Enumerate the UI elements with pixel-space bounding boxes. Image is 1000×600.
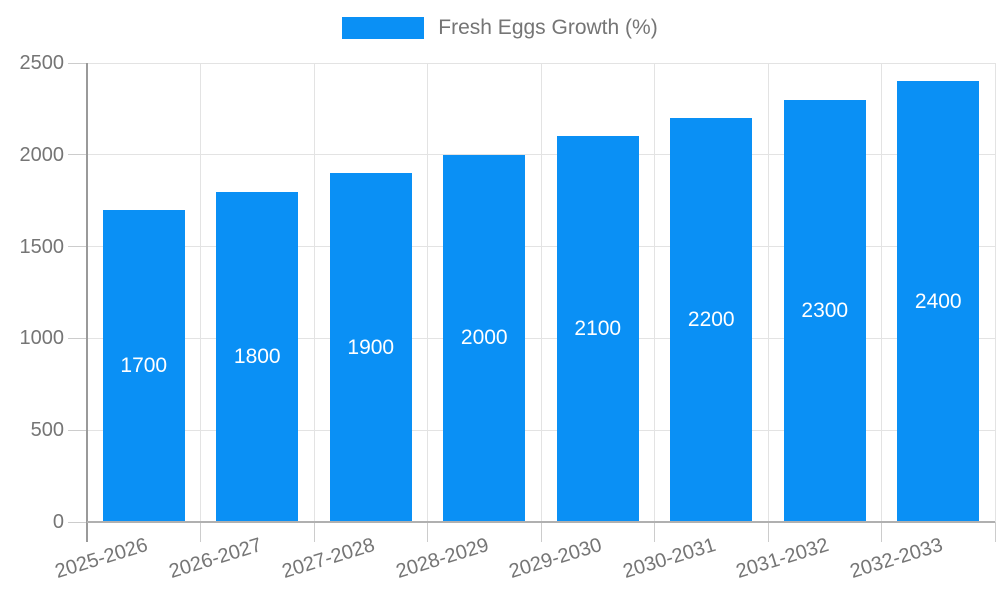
vertical-gridline — [427, 63, 428, 522]
y-axis-line — [86, 63, 88, 542]
y-axis-tick-label: 2500 — [19, 52, 65, 74]
vertical-gridline — [881, 63, 882, 522]
x-axis-category-label: 2032-2033 — [847, 533, 945, 583]
bar-2027-2028[interactable]: 1900 — [329, 173, 412, 522]
x-axis-category-label: 2028-2029 — [393, 533, 491, 583]
bar-2025-2026[interactable]: 1700 — [102, 209, 185, 522]
vertical-gridline — [200, 63, 201, 522]
y-axis-tick-label: 1500 — [19, 235, 65, 258]
x-axis-tick — [540, 522, 542, 542]
vertical-gridline — [313, 63, 315, 522]
x-axis-category-label: 2027-2028 — [279, 533, 378, 583]
x-axis-tick — [767, 522, 769, 542]
vertical-gridline — [540, 63, 542, 522]
y-axis-tick — [68, 246, 87, 248]
x-axis-category-label: 2026-2027 — [166, 533, 264, 583]
y-axis-tick-label: 500 — [30, 419, 64, 442]
vertical-gridline — [994, 63, 996, 522]
bar-2026-2027[interactable]: 1800 — [216, 191, 299, 522]
x-axis-tick — [427, 522, 428, 542]
y-axis-tick-label: 0 — [52, 511, 64, 533]
bar-value-label: 1800 — [233, 344, 281, 368]
legend-swatch — [342, 17, 425, 39]
plot-area: 0 500 1000 1500 2000 2500 1700 1800 1900 2000 2100… — [20, 52, 996, 583]
y-axis-tick-label: 1000 — [19, 327, 65, 350]
x-axis-tick — [881, 522, 882, 542]
x-axis-baseline — [87, 521, 995, 523]
bar-value-label: 1900 — [347, 335, 395, 359]
x-axis-tick — [654, 522, 655, 542]
x-axis-category-label: 2031-2032 — [733, 533, 832, 583]
x-axis-category-label: 2025-2026 — [52, 533, 151, 583]
legend: Fresh Eggs Growth (%) — [0, 16, 1000, 40]
bar-2030-2031[interactable]: 2200 — [670, 118, 753, 522]
x-axis-category-label: 2029-2030 — [506, 533, 605, 583]
bar-value-label: 2000 — [460, 326, 508, 350]
y-axis-tick — [68, 521, 87, 523]
bar-2031-2032[interactable]: 2300 — [783, 99, 866, 522]
bar-value-label: 2400 — [914, 289, 962, 313]
x-axis-tick — [994, 522, 996, 542]
x-axis-category-label: 2030-2031 — [620, 533, 718, 583]
y-axis-tick — [68, 62, 87, 64]
bar-value-label: 2100 — [574, 317, 622, 341]
y-axis-tick-label: 2000 — [19, 143, 65, 166]
bar-2028-2029[interactable]: 2000 — [443, 154, 526, 522]
legend-label: Fresh Eggs Growth (%) — [438, 16, 658, 39]
bar-2032-2033[interactable]: 2400 — [897, 81, 980, 522]
y-axis-tick — [68, 337, 87, 339]
y-axis-tick — [68, 429, 87, 431]
x-axis-tick — [313, 522, 315, 542]
y-axis-tick — [68, 154, 87, 156]
vertical-gridline — [767, 63, 769, 522]
bar-value-label: 1700 — [120, 353, 168, 377]
x-axis-tick — [200, 522, 201, 542]
bar-value-label: 2300 — [801, 298, 849, 322]
bar-value-label: 2200 — [687, 308, 735, 332]
bar-2029-2030[interactable]: 2100 — [556, 136, 639, 522]
vertical-gridline — [654, 63, 655, 522]
